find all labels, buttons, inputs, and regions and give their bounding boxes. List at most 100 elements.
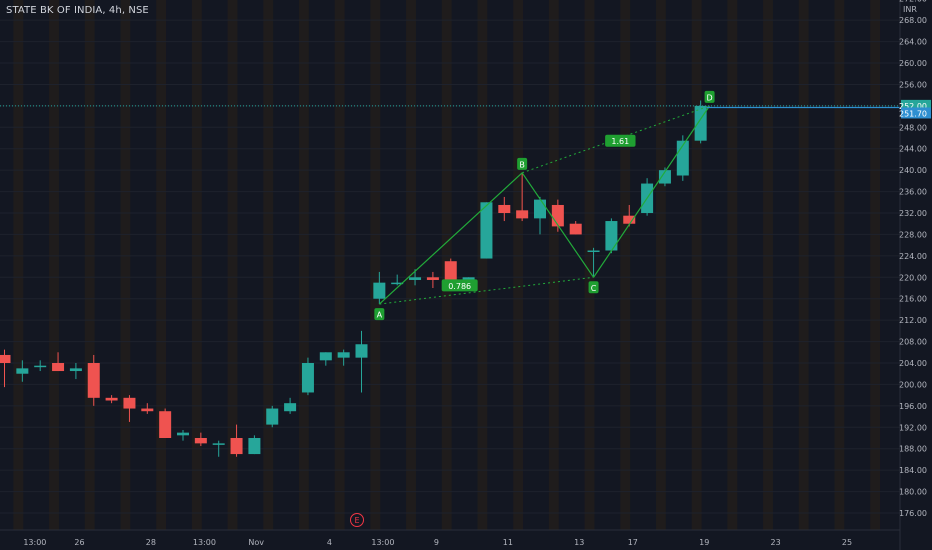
price-tick-label: 196.00: [899, 402, 927, 411]
pattern-leg: [593, 105, 711, 278]
candle-body: [498, 204, 511, 214]
time-tick-label: 13:00: [23, 538, 46, 547]
session-band: [763, 0, 773, 530]
price-tick-label: 200.00: [899, 380, 927, 389]
candle-body: [623, 215, 636, 224]
candle-body: [694, 105, 707, 141]
candle-body: [319, 352, 332, 361]
candle-body: [212, 443, 225, 445]
session-band: [656, 0, 666, 530]
candle-body: [0, 354, 11, 364]
price-tick-label: 212.00: [899, 316, 927, 325]
session-band: [834, 0, 845, 530]
session-band: [870, 0, 881, 530]
session-band: [548, 0, 559, 530]
candle-body: [52, 363, 65, 372]
session-band: [691, 0, 702, 530]
candle-body: [284, 403, 297, 412]
pattern-leg: [378, 172, 523, 305]
session-band: [477, 0, 488, 530]
candle-body: [605, 221, 618, 251]
price-tick-label: 224.00: [899, 252, 927, 261]
time-tick-label: 13:00: [371, 538, 394, 547]
candle-body: [248, 438, 261, 455]
pattern-point-badge: [704, 90, 715, 103]
session-band: [370, 0, 381, 530]
session-band: [120, 0, 131, 530]
time-tick-label: 17: [628, 538, 638, 547]
candle-body: [409, 277, 422, 280]
price-tick-label: 192.00: [899, 423, 927, 432]
price-tick-label: 180.00: [899, 488, 927, 497]
session-band: [299, 0, 309, 530]
time-tick-label: 13:00: [193, 538, 216, 547]
pattern-point-label: D: [706, 93, 712, 102]
time-tick-label: 19: [699, 538, 709, 547]
time-tick-label: 25: [842, 538, 852, 547]
session-band: [49, 0, 59, 530]
price-tick-label: 204.00: [899, 359, 927, 368]
session-band: [620, 0, 631, 530]
ratio-line-bd: [521, 105, 710, 174]
price-tick-label: 236.00: [899, 188, 927, 197]
session-band: [84, 0, 95, 530]
time-tick-label: 23: [771, 538, 781, 547]
price-tick-label: 220.00: [899, 273, 927, 282]
high-price-badge: [901, 99, 931, 111]
session-band: [13, 0, 24, 530]
session-band: [513, 0, 524, 530]
candle-body: [444, 261, 457, 283]
currency-label: INR: [903, 5, 917, 14]
price-tick-label: 264.00: [899, 38, 927, 47]
high-price-label: 252.00: [899, 102, 927, 111]
pattern-point-badge: [374, 308, 385, 321]
price-tick-label: 216.00: [899, 295, 927, 304]
pattern-point-label: C: [591, 284, 597, 293]
candle-body: [230, 438, 243, 455]
price-tick-label: 232.00: [899, 209, 927, 218]
ratio-badge: [441, 279, 478, 292]
candle-body: [373, 282, 386, 299]
session-band: [584, 0, 595, 530]
candle-body: [69, 368, 82, 372]
candle-body: [426, 277, 439, 280]
price-tick-label: 228.00: [899, 230, 927, 239]
candle-body: [141, 408, 154, 412]
time-tick-label: 11: [503, 538, 513, 547]
candle-body: [266, 408, 279, 425]
time-tick-label: 28: [146, 538, 156, 547]
ratio-label: 1.61: [611, 137, 629, 146]
price-axis-bg: [900, 0, 932, 550]
candle-body: [87, 363, 100, 398]
candle-body: [301, 363, 314, 393]
candle-body: [123, 397, 136, 409]
price-tick-label: 268.00: [899, 16, 927, 25]
candle-body: [658, 170, 671, 184]
candle-body: [587, 250, 600, 253]
price-tick-label: 176.00: [899, 509, 927, 518]
symbol-title: STATE BK OF INDIA, 4h, NSE: [6, 5, 149, 16]
candle-body: [480, 202, 493, 259]
pattern-point-badge: [517, 157, 528, 170]
candle-body: [516, 210, 529, 219]
pattern-point-badge: [588, 281, 599, 294]
candle-body: [105, 397, 118, 401]
candle-body: [569, 223, 582, 235]
session-band: [156, 0, 167, 530]
session-band: [263, 0, 274, 530]
time-tick-label: 4: [327, 538, 332, 547]
time-tick-label: 13: [574, 538, 584, 547]
candle-body: [337, 352, 350, 358]
session-band: [227, 0, 238, 530]
session-band: [727, 0, 738, 530]
time-tick-label: 9: [434, 538, 439, 547]
earnings-event-icon[interactable]: E: [350, 513, 364, 527]
last-price-label: 251.70: [899, 109, 927, 118]
price-tick-label: 260.00: [899, 59, 927, 68]
candle-body: [551, 204, 564, 227]
price-tick-label: 248.00: [899, 123, 927, 132]
ratio-badge: [605, 134, 636, 147]
candle-body: [194, 438, 207, 444]
candle-body: [177, 432, 189, 436]
